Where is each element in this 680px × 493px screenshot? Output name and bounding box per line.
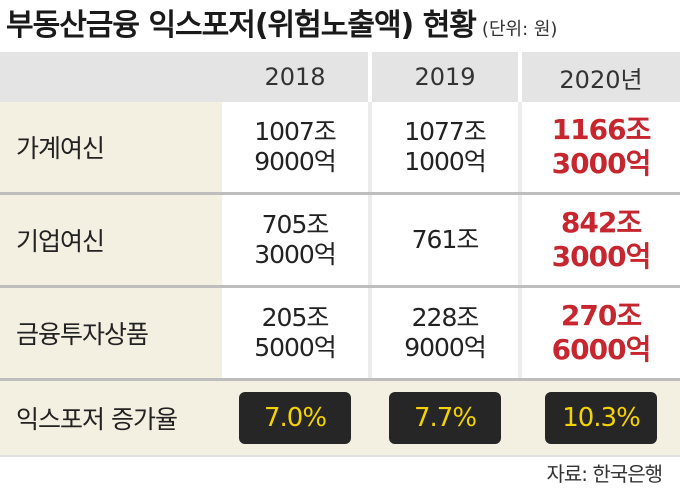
divider xyxy=(0,455,680,457)
table-cell: 761조 xyxy=(411,225,480,254)
growth-row: 익스포저 증가율 7.0% 7.7% 10.3% xyxy=(0,381,680,455)
growth-badge: 10.3% xyxy=(545,392,657,444)
row-label: 익스포저 증가율 xyxy=(0,381,222,455)
table-cell: 228조 9000억 xyxy=(404,303,487,362)
growth-badge: 7.0% xyxy=(239,392,351,444)
table-cell: 1007조 9000억 xyxy=(254,117,337,176)
table-row: 가계여신 1007조 9000억 1077조 1000억 1166조 3000억 xyxy=(0,102,680,195)
table-cell-highlight: 842조 3000억 xyxy=(551,206,652,273)
source-note: 자료: 한국은행 xyxy=(546,462,663,486)
column-header-2020: 2020년 xyxy=(522,52,680,102)
table-row: 금융투자상품 205조 5000억 228조 9000억 270조 6000억 xyxy=(0,288,680,381)
table-cell: 705조 3000억 xyxy=(254,210,337,269)
row-label: 기업여신 xyxy=(0,195,222,285)
column-header-2018: 2018 xyxy=(222,52,372,102)
title-row: 부동산금융 익스포저(위험노출액) 현황 (단위: 원) xyxy=(6,0,676,44)
row-label: 가계여신 xyxy=(0,102,222,192)
table-row: 기업여신 705조 3000억 761조 842조 3000억 xyxy=(0,195,680,288)
table-cell-highlight: 1166조 3000억 xyxy=(551,113,652,180)
header-corner xyxy=(0,52,222,102)
growth-badge: 7.7% xyxy=(389,392,501,444)
table-header: 2018 2019 2020년 xyxy=(0,52,680,102)
row-label: 금융투자상품 xyxy=(0,288,222,378)
column-header-2019: 2019 xyxy=(372,52,522,102)
table-cell-highlight: 270조 6000억 xyxy=(551,299,652,366)
table-cell: 205조 5000억 xyxy=(254,303,337,362)
data-table: 2018 2019 2020년 가계여신 1007조 9000억 1077조 100… xyxy=(0,52,680,455)
page-title: 부동산금융 익스포저(위험노출액) 현황 xyxy=(6,8,477,43)
table-cell: 1077조 1000억 xyxy=(404,117,487,176)
unit-label: (단위: 원) xyxy=(481,19,558,40)
